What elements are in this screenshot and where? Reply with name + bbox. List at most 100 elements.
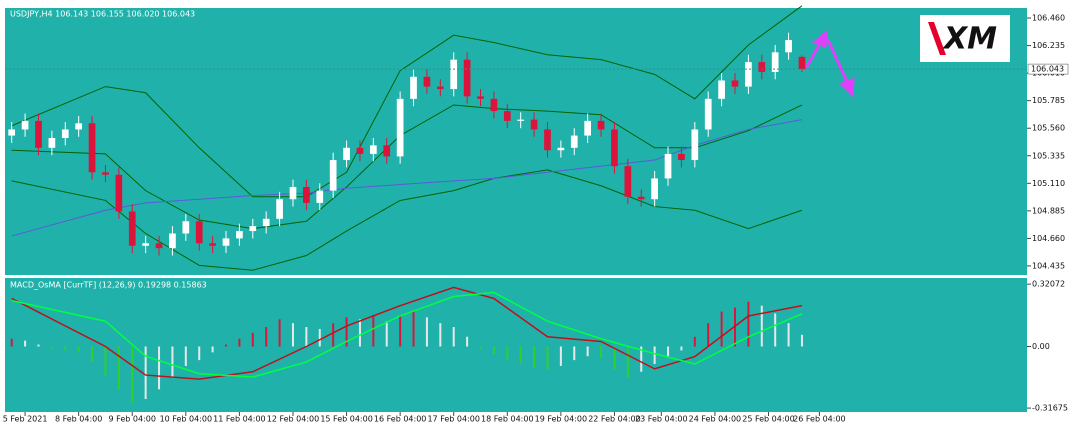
candle-body (370, 145, 377, 154)
histogram-bar (291, 323, 294, 347)
x-tick-label: 23 Feb 04:00 (635, 415, 687, 424)
macd-title: MACD_OsMA [CurrTF] (12,26,9) 0.19298 0.1… (10, 281, 207, 290)
candle-body (236, 231, 243, 239)
candle-body (155, 243, 163, 249)
histogram-bar (747, 301, 750, 347)
histogram-bar (91, 346, 94, 363)
price-panel (5, 8, 1027, 275)
candle-body (530, 119, 538, 130)
candle-body (289, 186, 297, 200)
candle-body (731, 80, 739, 87)
candle-body (691, 129, 699, 161)
logo-slash (928, 22, 946, 55)
candle-body (303, 186, 310, 203)
y-tick-label: 104.435 (1032, 261, 1065, 270)
candle-body (249, 226, 257, 232)
histogram-bar (492, 346, 495, 355)
candle-body (477, 96, 484, 99)
histogram-bar (64, 346, 67, 351)
x-tick-label: 12 Feb 04:00 (267, 415, 319, 424)
histogram-bar (332, 323, 335, 347)
y-tick-label: 105.110 (1032, 179, 1065, 188)
histogram-bar (265, 327, 268, 347)
candle-body (142, 243, 149, 246)
histogram-bar (640, 346, 643, 372)
candle-body (128, 211, 136, 246)
candle-body (490, 98, 498, 112)
indicator-line (11, 5, 803, 198)
candle-body (557, 147, 565, 151)
histogram-bar (466, 336, 469, 347)
candle-body (664, 153, 672, 179)
candle-body (570, 135, 578, 148)
histogram-bar (171, 346, 174, 378)
histogram-bar (680, 346, 683, 351)
histogram-bar (573, 346, 576, 361)
histogram-bar (519, 346, 522, 364)
y-tick-label: 104.660 (1032, 234, 1065, 243)
x-tick-label: 19 Feb 04:00 (535, 415, 587, 424)
histogram-bar (238, 338, 241, 347)
histogram-bar (225, 344, 228, 347)
candle-body (678, 153, 685, 161)
candle-body (21, 120, 29, 130)
histogram-bar (318, 328, 321, 347)
candle-body (798, 56, 806, 70)
candle-body (544, 129, 551, 151)
histogram-bar (144, 346, 147, 399)
candle-body (61, 129, 69, 139)
candle-body (423, 76, 431, 87)
candle-body (343, 147, 350, 161)
logo: XM (942, 22, 997, 57)
histogram-bar (479, 346, 482, 349)
histogram-bar (613, 346, 616, 370)
indicator-line (11, 286, 803, 380)
candle-body (436, 86, 444, 90)
histogram-bar (399, 315, 402, 347)
histogram-bar (774, 313, 777, 347)
x-tick-label: 9 Feb 04:00 (109, 415, 156, 424)
histogram-bar (37, 344, 40, 347)
x-tick-label: 18 Feb 04:00 (481, 415, 533, 424)
price-title: USDJPY,H4 106.143 106.155 106.020 106.04… (10, 10, 195, 19)
y-tick-label: 105.335 (1032, 151, 1065, 160)
x-tick-label: 8 Feb 04:00 (55, 415, 102, 424)
candle-body (637, 196, 645, 200)
histogram-bar (707, 323, 710, 347)
candle-body (383, 145, 391, 157)
candle-body (182, 221, 190, 234)
annotation-arrows (804, 29, 855, 98)
histogram-bar (439, 323, 442, 347)
candle-body (48, 138, 56, 148)
x-tick-label: 24 Feb 04:00 (689, 415, 741, 424)
histogram-bar (198, 346, 201, 361)
histogram-bar (211, 346, 214, 353)
histogram-bar (104, 346, 107, 376)
histogram-bar (800, 334, 803, 347)
y-tick-label: 106.460 (1032, 14, 1065, 23)
histogram-bar (372, 315, 375, 347)
histogram-bar (546, 346, 549, 370)
price-tag: 106.043 (1031, 65, 1064, 74)
candle-body (316, 190, 324, 203)
candle-body (262, 218, 270, 227)
x-tick-label: 17 Feb 04:00 (427, 415, 479, 424)
candle-body (276, 199, 283, 219)
candle-body (718, 80, 725, 99)
candle-body (329, 160, 337, 191)
candle-body (115, 174, 123, 212)
histogram-bar (117, 346, 120, 390)
indicator-line (11, 291, 803, 378)
y-tick-label: 0.00 (1032, 342, 1050, 351)
x-tick-label: 11 Feb 04:00 (213, 415, 265, 424)
candle-body (584, 120, 592, 136)
histogram-bar (345, 317, 348, 347)
x-tick-label: 15 Feb 04:00 (320, 415, 372, 424)
histogram-bar (24, 340, 27, 347)
candle-body (771, 52, 779, 72)
histogram-bar (760, 305, 763, 347)
x-tick-label: 22 Feb 04:00 (588, 415, 640, 424)
histogram-bar (131, 346, 134, 403)
candle-body (410, 76, 417, 99)
